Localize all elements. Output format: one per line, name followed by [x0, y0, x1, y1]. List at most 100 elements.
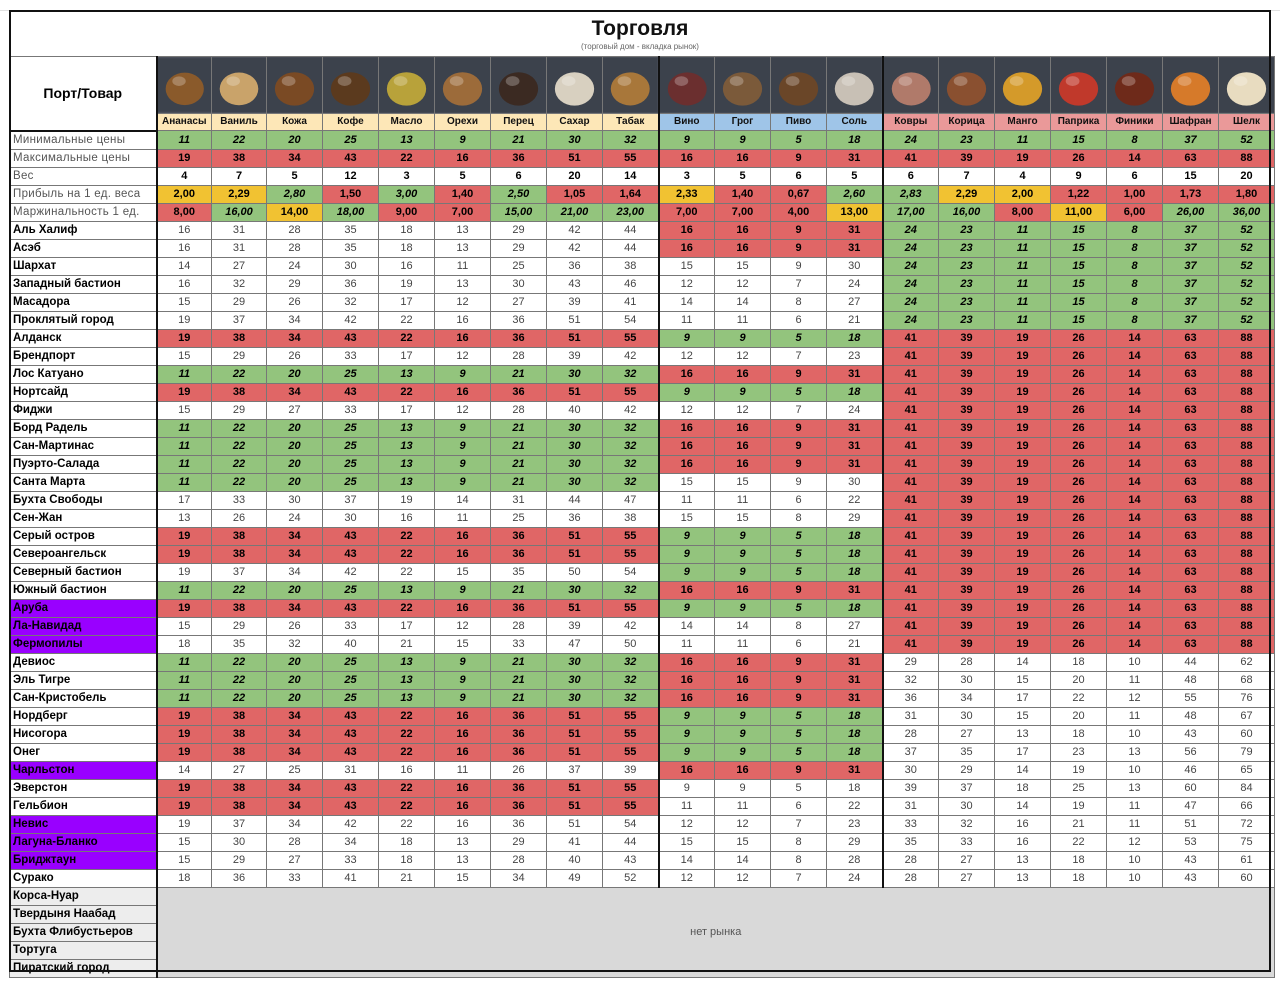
price-cell: 13	[156, 508, 212, 528]
price-cell: 19	[156, 814, 212, 834]
port-row: Лагуна-Бланко 15 30 28 34 18 13 29 41 44 15 15 8 29 35…	[9, 832, 1275, 852]
price-cell: 51	[546, 814, 603, 834]
price-cell: 34	[322, 832, 379, 852]
price-cell: 72	[1218, 814, 1275, 834]
price-cell: 36	[490, 814, 547, 834]
price-cell: 51	[546, 382, 603, 402]
metric-row: Прибыль на 1 ед. веса 2,00 2,29 2,80 1,50 3,0…	[9, 184, 1275, 204]
price-cell: 9	[657, 562, 715, 582]
goods-name: Масло	[378, 113, 435, 131]
price-cell: 27	[938, 850, 995, 870]
price-cell: 10	[1106, 724, 1163, 744]
price-cell: 11	[1106, 706, 1163, 726]
price-cell: 15	[657, 832, 715, 852]
price-cell: 14	[1106, 472, 1163, 492]
price-cell: 42	[322, 814, 379, 834]
price-cell: 34	[266, 724, 323, 744]
price-cell: 5	[770, 544, 827, 564]
price-cell: 6	[770, 310, 827, 330]
price-cell: 30	[546, 454, 603, 474]
price-cell: 11	[156, 436, 212, 456]
price-cell: 41	[881, 382, 939, 402]
metric-value: 6	[490, 166, 547, 186]
price-cell: 19	[378, 490, 435, 510]
goods-icon-cell	[1050, 56, 1107, 114]
price-cell: 43	[1162, 850, 1219, 870]
price-cell: 84	[1218, 778, 1275, 798]
price-cell: 27	[826, 616, 883, 636]
price-cell: 22	[378, 382, 435, 402]
price-cell: 14	[1106, 436, 1163, 456]
goods-name-row: Ананасы Ваниль Кожа Кофе Масло Орехи Перец Саха…	[10, 113, 1275, 131]
price-cell: 41	[322, 868, 379, 888]
price-cell: 14	[1106, 508, 1163, 528]
price-cell: 55	[602, 328, 659, 348]
price-cell: 22	[211, 436, 267, 456]
price-cell: 26	[1050, 382, 1107, 402]
no-market-port-row: Твердыня Наабад	[9, 904, 1275, 924]
port-row: Девиос 11 22 20 25 13 9 21 30 32 16 16 9 31 29 28 14 18 10…	[9, 652, 1275, 672]
price-cell: 37	[1162, 238, 1219, 258]
price-cell: 39	[938, 454, 995, 474]
price-cell: 32	[602, 436, 659, 456]
port-row: Аль Халиф 16 31 28 35 18 13 29 42 44 16 16 9 31 24 23 11…	[9, 220, 1275, 240]
price-cell: 15	[657, 472, 715, 492]
price-cell: 34	[266, 814, 323, 834]
price-cell: 32	[602, 580, 659, 600]
port-name: Эверстон	[9, 778, 158, 798]
price-cell: 37	[211, 814, 267, 834]
price-cell: 15	[156, 400, 212, 420]
port-row: Гельбион 19 38 34 43 22 16 36 51 55 11 11 6 22 31 30 14 1…	[9, 796, 1275, 816]
price-cell: 30	[546, 364, 603, 384]
price-cell: 29	[490, 238, 547, 258]
price-cell: 22	[378, 562, 435, 582]
price-cell: 30	[546, 688, 603, 708]
port-row: Эль Тигре 11 22 20 25 13 9 21 30 32 16 16 9 31 32 30 15 2…	[9, 670, 1275, 690]
metric-label: Прибыль на 1 ед. веса	[9, 184, 158, 204]
metric-row: Вес 4 7 5 12 3 5 6 20 14 3 5 6 5 6 7 4 9 6 15 20	[9, 166, 1275, 186]
price-cell: 88	[1218, 526, 1275, 546]
price-cell: 22	[826, 490, 883, 510]
price-cell: 63	[1162, 598, 1219, 618]
price-cell: 28	[266, 220, 323, 240]
price-cell: 11	[714, 796, 771, 816]
price-cell: 21	[490, 688, 547, 708]
price-cell: 5	[770, 328, 827, 348]
price-cell: 33	[881, 814, 939, 834]
metric-value: 19	[994, 148, 1051, 168]
goods-icon-cell	[546, 56, 603, 114]
price-cell: 16	[657, 364, 715, 384]
price-cell: 9	[714, 724, 771, 744]
price-cell: 88	[1218, 364, 1275, 384]
price-cell: 51	[546, 706, 603, 726]
price-cell: 13	[434, 832, 491, 852]
price-cell: 41	[881, 508, 939, 528]
metric-value: 41	[881, 148, 939, 168]
price-cell: 34	[266, 598, 323, 618]
metric-value: 4,00	[770, 202, 827, 222]
price-cell: 31	[826, 220, 883, 240]
price-cell: 14	[1106, 616, 1163, 636]
price-cell: 15	[156, 292, 212, 312]
price-cell: 39	[938, 436, 995, 456]
port-name: Невис	[9, 814, 158, 834]
price-cell: 34	[266, 310, 323, 330]
price-cell: 19	[156, 562, 212, 582]
price-cell: 23	[938, 310, 995, 330]
price-cell: 36	[490, 544, 547, 564]
price-cell: 14	[1106, 526, 1163, 546]
price-cell: 11	[156, 580, 212, 600]
price-cell: 22	[211, 472, 267, 492]
price-cell: 25	[322, 580, 379, 600]
port-row: Невис 19 37 34 42 22 16 36 51 54 12 12 7 23 33 32 16 21 11…	[9, 814, 1275, 834]
price-cell: 55	[602, 778, 659, 798]
price-cell: 19	[1050, 760, 1107, 780]
metric-value: 6	[770, 166, 827, 186]
goods-icon-cell	[211, 56, 267, 114]
price-cell: 50	[602, 634, 659, 654]
metric-value: 9	[1050, 166, 1107, 186]
price-cell: 63	[1162, 454, 1219, 474]
price-cell: 19	[994, 382, 1051, 402]
price-cell: 13	[378, 652, 435, 672]
